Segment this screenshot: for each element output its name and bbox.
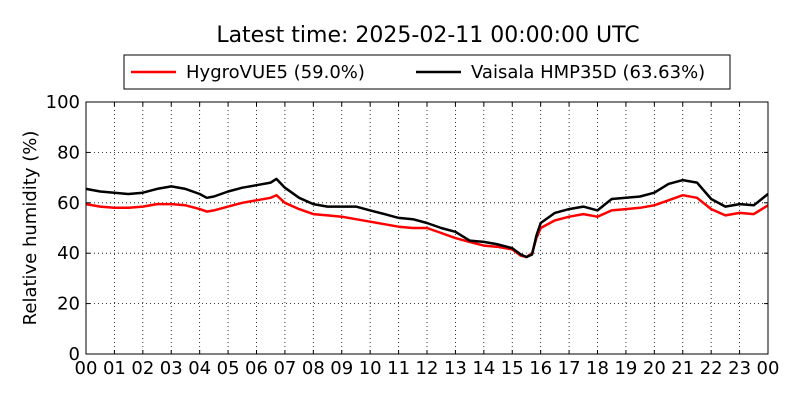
- x-tick-label: 20: [643, 358, 666, 379]
- x-tick-label: 02: [131, 358, 154, 379]
- x-tick-label: 09: [330, 358, 353, 379]
- x-tick-label: 06: [245, 358, 268, 379]
- x-tick-label: 23: [728, 358, 751, 379]
- x-tick-label: 21: [671, 358, 694, 379]
- y-tick-labels: 0 20 40 60 80 100: [46, 92, 80, 365]
- series-line-vaisala-hmp35d: [85, 177, 769, 259]
- x-tick-label: 07: [273, 358, 296, 379]
- y-tick-label: 100: [46, 92, 80, 113]
- y-tick-label: 40: [57, 243, 80, 264]
- x-tick-label: 16: [529, 358, 552, 379]
- series-line-hygrovue5: [85, 193, 769, 259]
- x-tick-label: 17: [558, 358, 581, 379]
- y-tick-label: 60: [57, 193, 80, 214]
- series-group: [85, 177, 769, 259]
- chart-title: Latest time: 2025-02-11 00:00:00 UTC: [216, 23, 639, 48]
- legend: HygroVUE5 (59.0%) Vaisala HMP35D (63.63%…: [123, 54, 731, 90]
- legend-label-vaisala-hmp35d: Vaisala HMP35D (63.63%): [471, 62, 705, 83]
- y-axis-label: Relative humidity (%): [20, 131, 41, 326]
- x-tick-label: 13: [444, 358, 467, 379]
- x-tick-label: 22: [700, 358, 723, 379]
- y-tick-label: 80: [57, 142, 80, 163]
- x-tick-label: 15: [501, 358, 524, 379]
- x-tick-label: 05: [217, 358, 240, 379]
- x-tick-label: 18: [586, 358, 609, 379]
- x-tick-label: 19: [614, 358, 637, 379]
- y-tick-label: 0: [69, 344, 80, 365]
- x-tick-label: 01: [103, 358, 126, 379]
- legend-label-hygrovue5: HygroVUE5 (59.0%): [186, 62, 365, 83]
- x-tick-label: 00: [757, 358, 780, 379]
- x-tick-label: 03: [160, 358, 183, 379]
- x-tick-label: 11: [387, 358, 410, 379]
- ticks: [85, 101, 769, 355]
- x-tick-label: 04: [188, 358, 211, 379]
- x-tick-labels: 00 01 02 03 04 05 06 07 08 09 10 11 12 13 14 15 16 17 18 19…: [75, 358, 780, 379]
- x-tick-label: 00: [75, 358, 98, 379]
- x-tick-label: 12: [416, 358, 439, 379]
- x-tick-label: 14: [472, 358, 495, 379]
- x-tick-label: 10: [359, 358, 382, 379]
- y-tick-label: 20: [57, 294, 80, 315]
- x-tick-label: 08: [302, 358, 325, 379]
